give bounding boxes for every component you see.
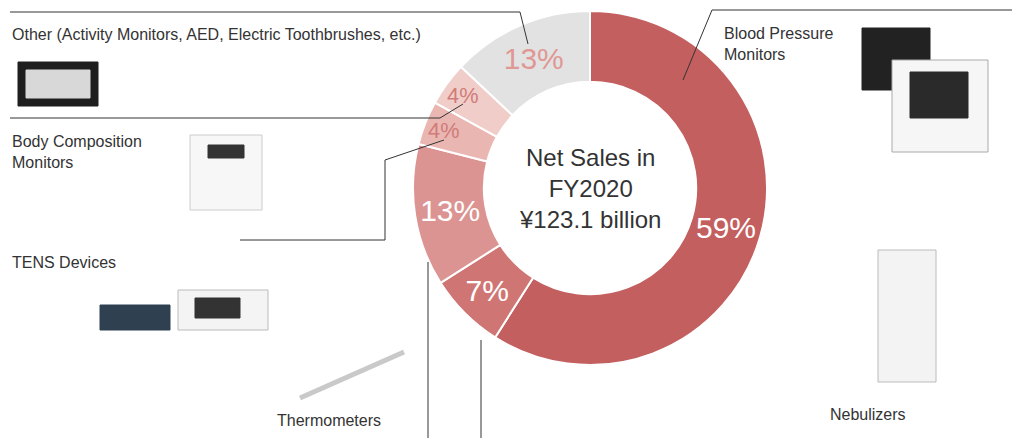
- svg-text:4%: 4%: [447, 83, 478, 108]
- svg-text:7%: 7%: [466, 274, 509, 307]
- svg-text:Thermometers: Thermometers: [277, 412, 381, 429]
- svg-text:Body CompositionMonitors: Body CompositionMonitors: [12, 133, 142, 171]
- svg-text:13%: 13%: [420, 194, 480, 227]
- svg-text:59%: 59%: [696, 211, 756, 244]
- svg-text:4%: 4%: [428, 118, 459, 143]
- svg-text:Other (Activity Monitors, AED,: Other (Activity Monitors, AED, Electric …: [12, 26, 421, 43]
- svg-text:Nebulizers: Nebulizers: [830, 406, 906, 423]
- svg-text:Net Sales inFY2020¥123.1 billi: Net Sales inFY2020¥123.1 billion: [519, 144, 661, 233]
- svg-text:TENS Devices: TENS Devices: [12, 254, 116, 271]
- svg-text:Blood PressureMonitors: Blood PressureMonitors: [724, 25, 833, 63]
- svg-text:13%: 13%: [504, 42, 564, 75]
